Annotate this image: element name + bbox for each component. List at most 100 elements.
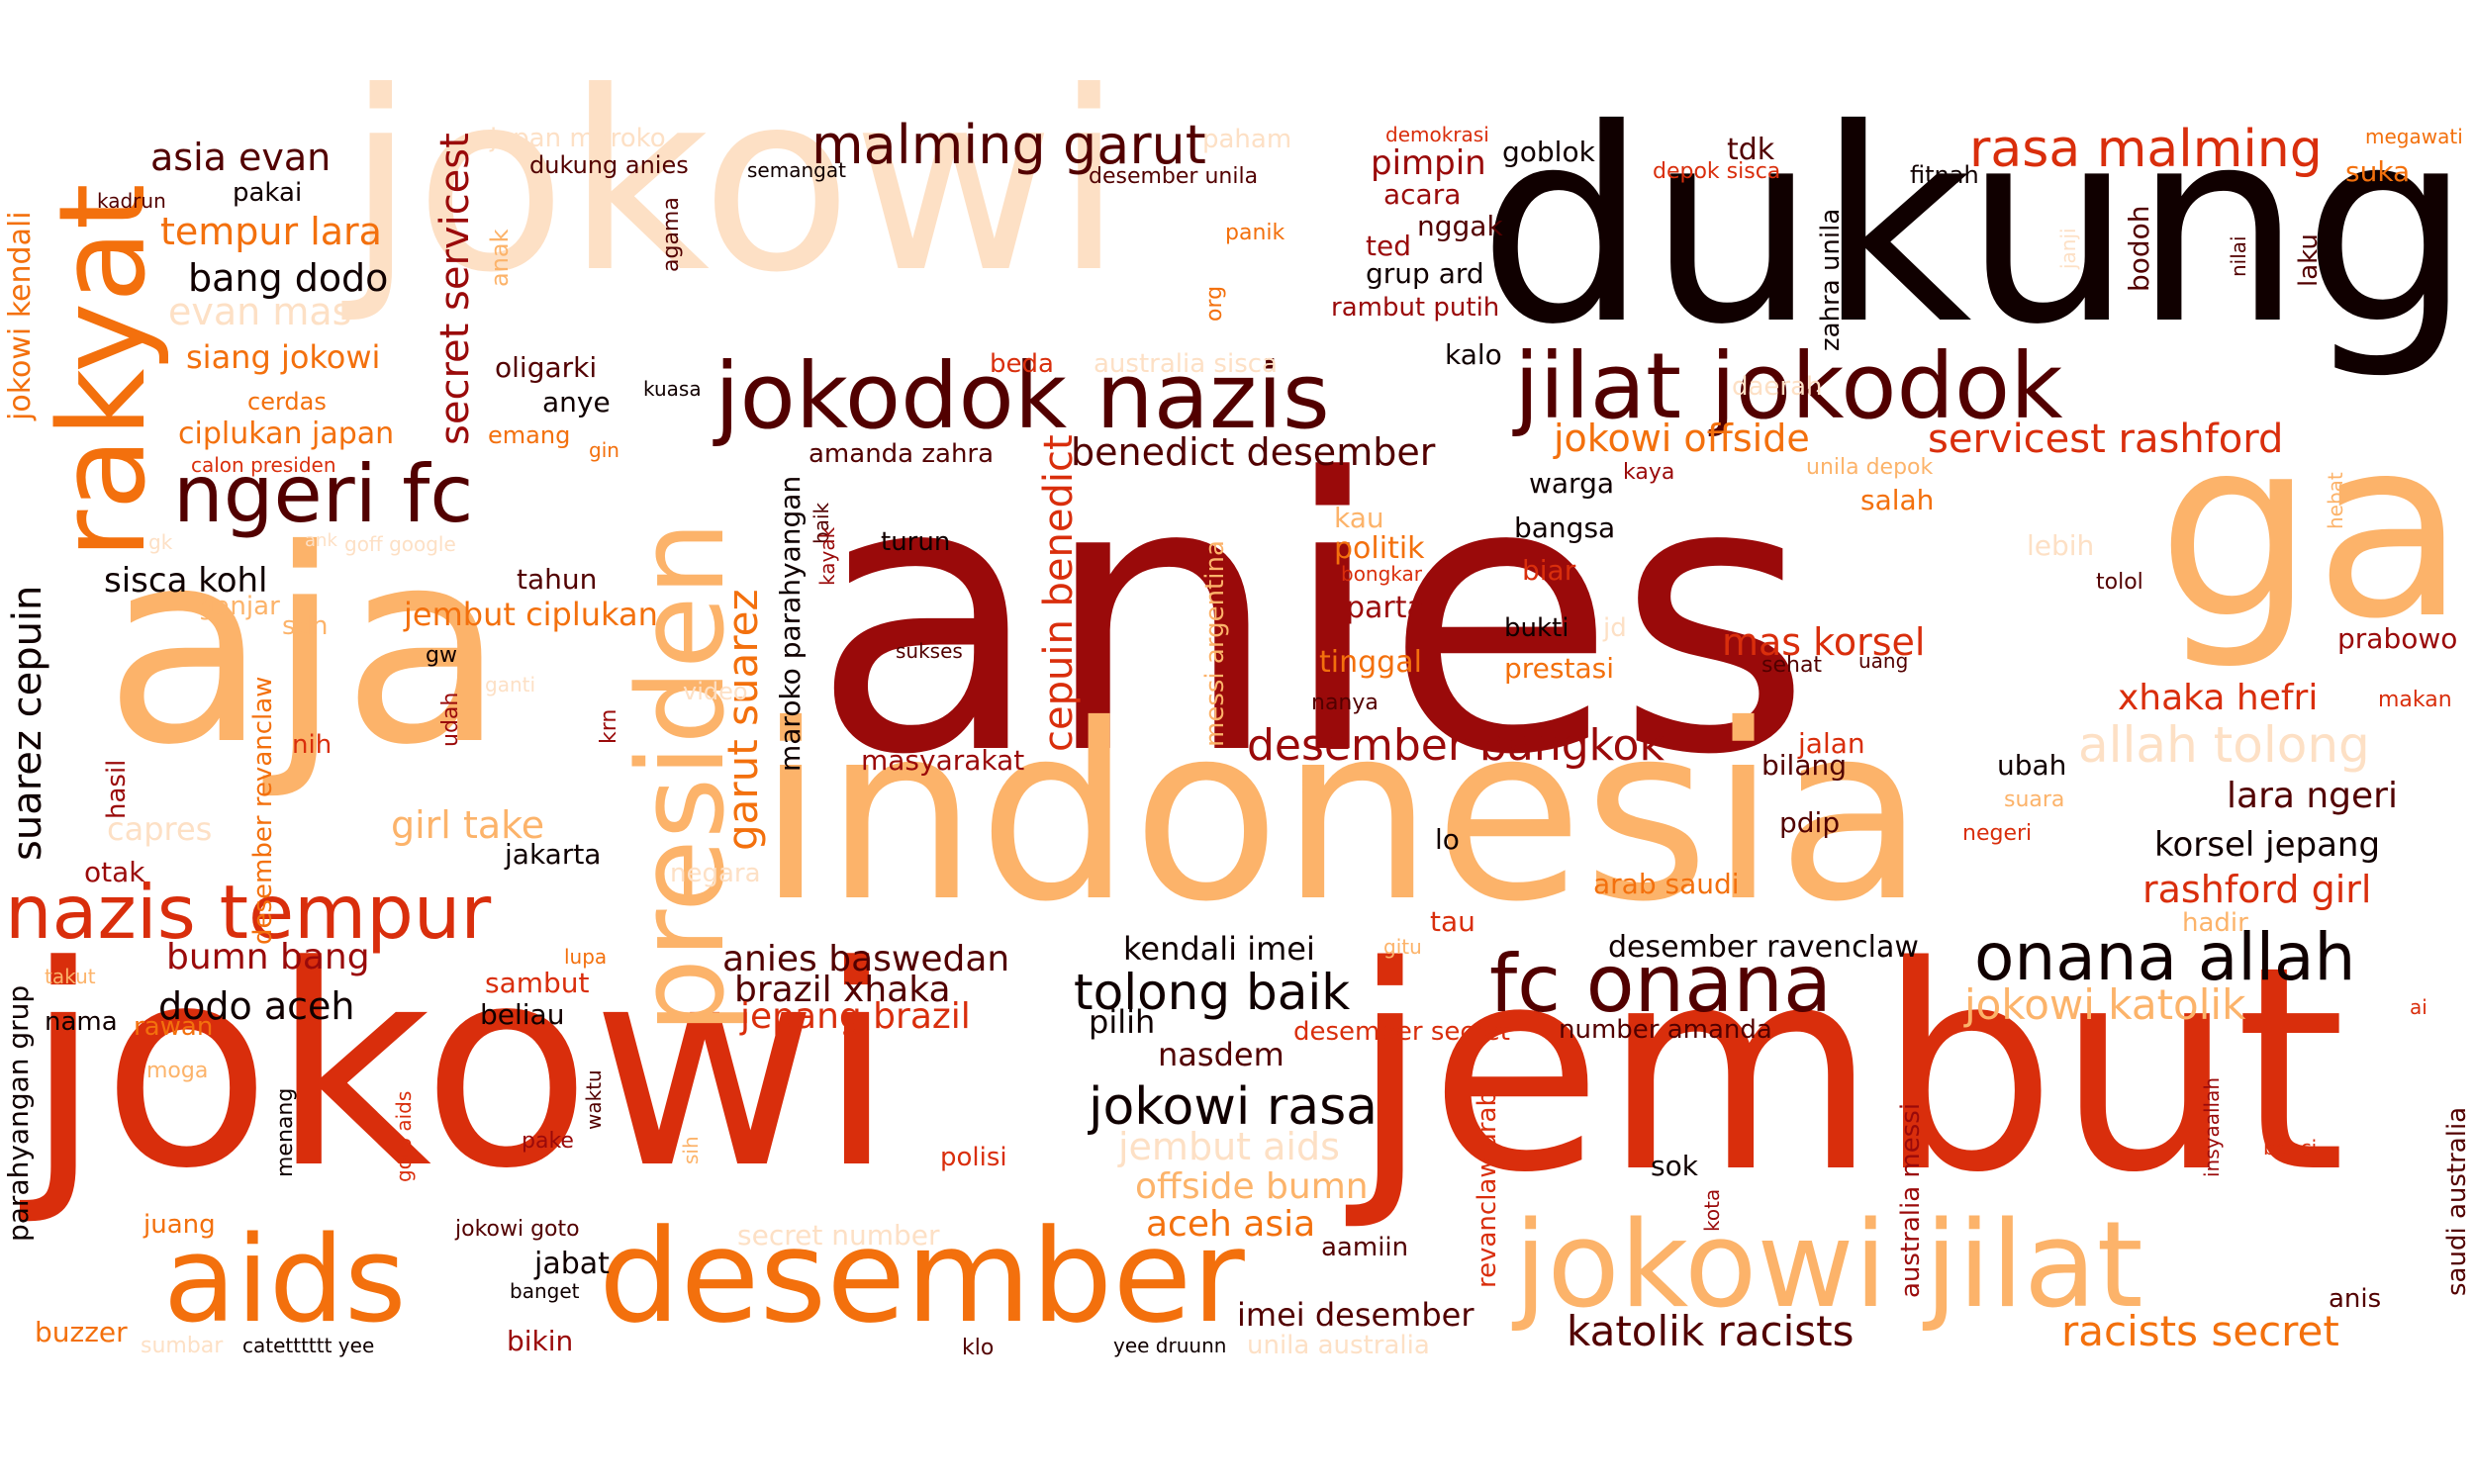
cloud-word: rashford girl [2142,868,2372,911]
cloud-word: ga [2157,385,2466,673]
cloud-word: oligarki [495,351,598,384]
cloud-word: krn [597,708,621,744]
cloud-word: ngeri fc [173,448,474,540]
cloud-word: ubah [1997,749,2067,782]
cloud-word: sehat [1761,653,1823,678]
cloud-word: nazis tempur [5,869,492,956]
cloud-word: anis [2329,1284,2382,1314]
cloud-word: jokowi goto [455,1217,580,1242]
cloud-word: goff google [344,532,456,556]
cloud-word: banget [510,1279,580,1303]
cloud-word: saudi australia [2442,1106,2472,1296]
cloud-word: kalo [1445,338,1502,371]
cloud-word: tolong baik [1074,964,1351,1021]
cloud-word: uang [1858,649,1909,673]
cloud-word: lupa [564,945,608,969]
cloud-word: dodo aceh [158,984,355,1028]
cloud-word: sih [679,1136,703,1164]
cloud-word: jepang brazil [740,996,971,1037]
cloud-word: evan mas [168,290,352,333]
cloud-word: prestasi [1504,652,1614,685]
cloud-word: partai [1346,591,1434,625]
cloud-word: indonesia [757,673,1926,955]
cloud-word: fc onana [1489,938,1832,1030]
cloud-word: number amanda [1559,1015,1772,1045]
cloud-word: ganjar [198,592,280,621]
cloud-word: revanclaw arab [1473,1090,1502,1288]
cloud-word: zahra unila [1816,208,1846,351]
cloud-word: bangsa [1514,511,1616,544]
cloud-word: klo [962,1336,995,1360]
cloud-word: mas korsel [1722,620,1926,664]
cloud-word: waktu [582,1069,606,1130]
cloud-word: gitu [1383,935,1422,959]
cloud-word: bikin [507,1325,574,1357]
cloud-word: kota [1700,1188,1724,1232]
cloud-word: aids [163,1212,407,1349]
cloud-word: ciplukan japan [178,417,395,451]
cloud-word: sisca kohl [104,561,268,601]
cloud-word: bumn bang [166,937,370,977]
cloud-word: nilai [2227,235,2250,277]
cloud-word: tolol [2096,570,2143,595]
cloud-word: otak [84,856,145,888]
cloud-word: negara [670,859,761,888]
cloud-word: sumbar [141,1334,224,1358]
cloud-word: jokowi [346,39,1124,326]
cloud-word: australia messi [1896,1102,1926,1298]
cloud-word: jembut ciplukan [404,596,658,633]
cloud-word: hebat [2324,472,2347,529]
cloud-word: aamiin [1321,1233,1409,1262]
cloud-word: org [1202,285,1227,322]
cloud-word: anak [486,229,514,287]
cloud-word: kaya [1623,460,1675,485]
cloud-word: warga [1529,467,1615,500]
cloud-word: kayak [815,526,839,586]
cloud-word: jilat jokodok [1514,333,2063,439]
cloud-word: unila australia [1247,1331,1430,1360]
cloud-word: ai [2410,995,2427,1019]
cloud-word: jabat [534,1247,610,1281]
cloud-word: dukung anies [529,151,689,179]
cloud-word: yee druunn [1113,1334,1227,1357]
cloud-word: lara ngeri [2227,776,2398,816]
cloud-word: nggak [1417,210,1503,242]
cloud-word: suka [2345,155,2411,188]
cloud-word: unila depok [1806,455,1934,480]
cloud-word: jokowi katolik [1964,980,2246,1029]
cloud-word: jembut aids [1118,1125,1340,1168]
cloud-word: nih [292,730,333,760]
cloud-word: capres [107,810,213,848]
cloud-word: insyaallah [2200,1076,2224,1177]
cloud-word: aja [104,492,506,803]
cloud-word: beda [990,349,1054,379]
cloud-word: maroko parahyangan [774,475,807,772]
cloud-word: suara [2004,788,2065,812]
cloud-word: goto aids [392,1090,416,1182]
cloud-word: semangat [747,158,846,182]
cloud-word: sambut [485,967,590,999]
cloud-word: beliau [480,998,565,1031]
cloud-word: jokowi [25,907,896,1230]
cloud-word: gin [589,438,619,462]
cloud-word: depok sisca [1653,159,1781,184]
cloud-word: brazil xhaka [734,970,951,1010]
cloud-word: dukung [1477,71,2472,383]
cloud-word: lebih [2027,529,2095,562]
cloud-word: agama [659,197,684,272]
cloud-word: anies baswedan [722,939,1010,979]
cloud-word: fitnah [1910,161,1979,189]
cloud-word: paham [1202,125,1292,154]
cloud-word: udah [438,692,463,747]
cloud-word: rasa malming [1969,120,2323,179]
cloud-word: moga [146,1059,209,1083]
cloud-word: masyarakat [861,744,1025,777]
cloud-word: bongkar [1341,562,1423,586]
cloud-word: aceh asia [1146,1204,1316,1245]
cloud-word: pakai [233,178,303,208]
cloud-word: salah [1860,484,1935,516]
cloud-word: jalan [1798,727,1865,760]
cloud-word: kau [1334,502,1384,534]
cloud-word: garut suarez [718,589,767,851]
